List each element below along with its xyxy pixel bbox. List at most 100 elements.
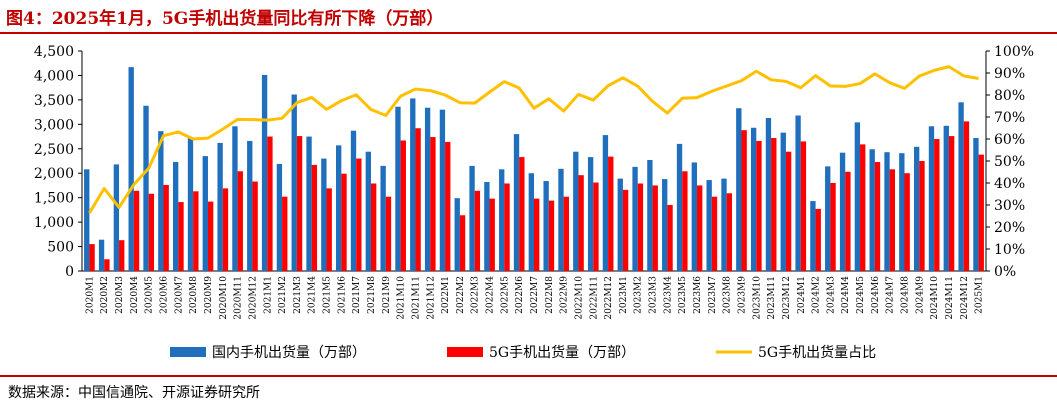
source-note: 数据来源：中国信通院、开源证券研究所 [8, 385, 260, 401]
domestic-shipment-bar [276, 163, 283, 271]
chart-title: 图4：2025年1月，5G手机出货量同比有所下降（万部） [6, 9, 444, 29]
x-tick-label: 2021M8 [367, 276, 377, 314]
x-tick-label: 2023M1 [619, 276, 629, 314]
x-tick-label: 2022M1 [441, 276, 451, 314]
shipment-5g-bar [652, 185, 658, 271]
domestic-shipment-bar [232, 126, 238, 271]
x-tick-label: 2024M4 [841, 276, 851, 314]
x-tick-label: 2021M12 [426, 276, 436, 320]
domestic-shipment-bar [810, 201, 816, 271]
x-tick-label: 2022M5 [500, 276, 510, 314]
left-tick-label: 3,000 [34, 117, 74, 133]
right-tick-label: 20% [994, 220, 1025, 236]
x-tick-label: 2024M1 [797, 276, 807, 314]
domestic-shipment-bar [869, 149, 875, 271]
right-tick-label: 100% [994, 44, 1034, 60]
x-tick-label: 2021M6 [337, 276, 347, 314]
domestic-shipment-bar [410, 98, 416, 271]
right-tick-label: 90% [994, 66, 1025, 82]
right-tick-label: 80% [994, 88, 1025, 104]
x-tick-label: 2021M5 [323, 276, 333, 314]
domestic-shipment-bar [143, 105, 149, 271]
x-tick-label: 2024M2 [812, 276, 822, 314]
x-tick-label: 2023M11 [767, 276, 777, 320]
domestic-shipment-bar [528, 173, 534, 271]
domestic-shipment-bar [839, 152, 846, 271]
x-tick-label: 2021M4 [308, 276, 318, 314]
shipment-5g-bar [756, 140, 762, 271]
shipment-5g-bar [193, 191, 199, 271]
domestic-shipment-bar [662, 179, 668, 271]
left-tick-label: 1,500 [34, 191, 74, 207]
domestic-shipment-bar [617, 178, 623, 271]
left-tick-label: 1,000 [34, 215, 74, 231]
shipment-5g-bar [785, 151, 792, 271]
domestic-shipment-bar [750, 127, 757, 271]
left-tick-label: 4,000 [34, 68, 74, 84]
domestic-shipment-bar [350, 130, 357, 271]
right-tick-label: 70% [994, 110, 1025, 126]
legend-domestic-swatch [170, 347, 206, 357]
shipment-5g-bar [445, 141, 451, 271]
x-tick-label: 2020M3 [115, 276, 125, 314]
x-tick-label: 2021M7 [352, 276, 362, 314]
legend-5g-label: 5G手机出货量（万部） [489, 344, 635, 361]
x-tick-label: 2023M2 [634, 276, 644, 314]
x-tick-label: 2024M8 [900, 276, 910, 314]
domestic-shipment-bar [484, 182, 490, 271]
domestic-shipment-bar [261, 74, 268, 272]
domestic-shipment-bar [587, 157, 594, 271]
shipment-5g-bar [934, 139, 940, 271]
title-bar [0, 0, 1057, 34]
shipment-5g-bar [919, 161, 925, 271]
domestic-shipment-bar [958, 102, 964, 271]
shipment-5g-bar [845, 171, 851, 271]
shipment-5g-bar [874, 161, 881, 271]
shipment-5g-bar [430, 137, 436, 271]
x-tick-label: 2023M9 [737, 276, 747, 314]
x-tick-label: 2021M10 [397, 276, 407, 320]
x-tick-label: 2021M9 [382, 276, 392, 314]
domestic-shipment-bar [291, 94, 297, 271]
domestic-shipment-bar [499, 169, 505, 271]
domestic-shipment-bar [113, 164, 120, 271]
x-tick-label: 2024M9 [915, 276, 925, 314]
domestic-shipment-bar [928, 126, 935, 271]
domestic-shipment-bar [247, 140, 253, 271]
shipment-5g-bar [593, 182, 599, 271]
x-tick-label: 2022M12 [604, 276, 614, 320]
shipment-5g-bar [415, 128, 421, 271]
x-tick-label: 2025M1 [975, 276, 985, 314]
shipment-5g-bar [771, 138, 777, 271]
domestic-shipment-bar [202, 156, 208, 271]
domestic-shipment-bar [973, 138, 979, 271]
shipment-5g-bar [119, 240, 125, 271]
domestic-shipment-bar [602, 135, 609, 271]
domestic-shipment-bar [899, 153, 905, 271]
right-tick-label: 30% [994, 198, 1025, 214]
x-tick-label: 2023M4 [663, 276, 673, 314]
domestic-shipment-bar [825, 166, 831, 271]
shipment-5g-bar [370, 183, 377, 271]
x-tick-label: 2020M1 [85, 276, 95, 314]
domestic-shipment-bar [780, 132, 786, 271]
x-tick-label: 2021M1 [263, 276, 273, 314]
domestic-shipment-bar [913, 146, 920, 271]
shipment-5g-bar [163, 184, 169, 271]
shipment-5g-bar [978, 154, 984, 271]
x-tick-label: 2024M5 [856, 276, 866, 314]
domestic-shipment-bar [365, 151, 371, 271]
x-tick-label: 2022M7 [530, 276, 540, 314]
domestic-shipment-bar [558, 168, 564, 271]
left-tick-label: 0 [65, 264, 74, 280]
x-tick-label: 2024M10 [930, 276, 940, 320]
x-tick-label: 2024M3 [826, 276, 836, 314]
x-tick-label: 2022M10 [574, 276, 584, 320]
share-5g-line [88, 65, 979, 214]
x-tick-label: 2022M4 [486, 276, 496, 314]
shipment-5g-bar [548, 200, 555, 271]
domestic-shipment-bar [632, 166, 638, 271]
x-tick-label: 2022M8 [545, 276, 555, 314]
domestic-shipment-bar [513, 134, 520, 271]
x-tick-label: 2020M4 [130, 276, 140, 314]
